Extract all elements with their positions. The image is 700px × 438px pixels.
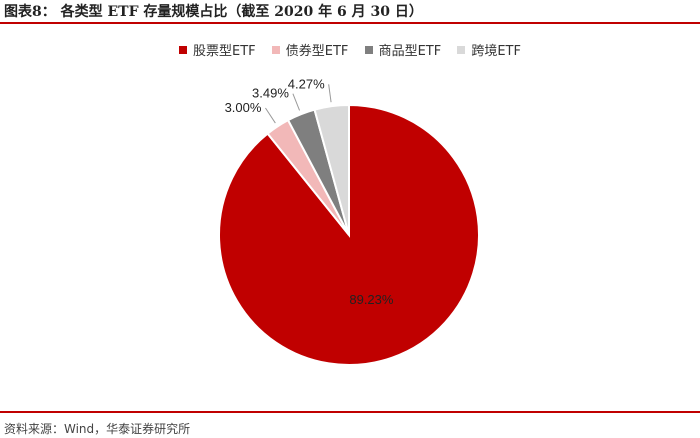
legend-item-cross-border: 跨境ETF <box>457 40 521 59</box>
source-rule <box>0 411 700 413</box>
legend-item-commodity: 商品型ETF <box>364 40 442 59</box>
legend-label: 债券型ETF <box>285 44 349 59</box>
legend-item-bond: 债券型ETF <box>271 40 349 59</box>
leader-line <box>328 84 332 103</box>
legend-item-stock: 股票型ETF <box>179 40 256 59</box>
title-rule <box>0 22 700 24</box>
legend-swatch <box>179 46 187 54</box>
leader-line <box>292 93 301 111</box>
legend-label: 跨境ETF <box>471 44 521 59</box>
slice-cross-border <box>313 103 350 236</box>
chart-title: 图表8： 各类型 ETF 存量规模占比（截至 2020 年 6 月 30 日） <box>4 4 423 20</box>
slice-label-bond: 3.00% <box>225 100 262 115</box>
leader-line <box>265 107 276 124</box>
legend-swatch <box>271 46 280 54</box>
source-note: 资料来源：Wind，华泰证券研究所 <box>4 422 191 436</box>
legend-swatch <box>457 46 466 54</box>
chart-legend: 股票型ETF 债券型ETF 商品型ETF 跨境ETF <box>0 40 700 59</box>
slice-label-cross-border: 4.27% <box>288 76 325 91</box>
slice-label-stock: 89.23% <box>349 292 394 307</box>
legend-label: 商品型ETF <box>378 44 442 59</box>
legend-swatch <box>364 46 373 54</box>
legend-label: 股票型ETF <box>193 44 256 59</box>
slice-label-commodity: 3.49% <box>252 86 289 101</box>
